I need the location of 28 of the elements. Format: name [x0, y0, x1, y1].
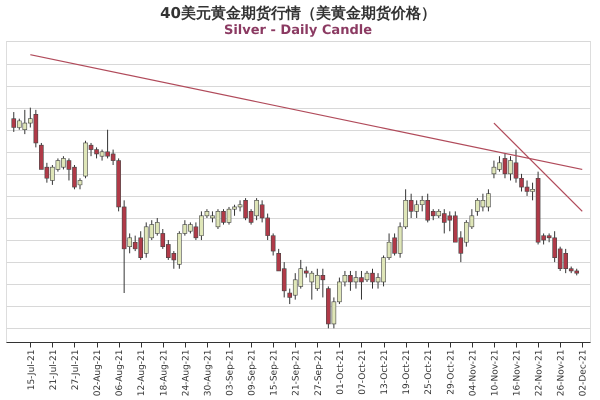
x-tick-label: 15-Jul-21: [26, 350, 37, 390]
x-tick-label: 27-Sep-21: [314, 350, 324, 396]
x-tick-label: 27-Jul-21: [70, 350, 81, 390]
chart-subtitle: Silver - Daily Candle: [224, 23, 372, 38]
x-tick-label: 21-Jul-21: [48, 350, 59, 390]
x-tick-label: 09-Sep-21: [248, 350, 258, 396]
x-tick-label: 24-Aug-21: [181, 350, 192, 396]
x-tick-label: 06-Aug-21: [115, 350, 126, 396]
x-tick-label: 26-Nov-21: [556, 350, 567, 396]
x-tick-label: 02-Dec-21: [578, 350, 589, 396]
chart-title: 40美元黄金期货行情（美黄金期货价格）: [160, 4, 436, 22]
x-tick-label: 04-Nov-21: [468, 350, 478, 396]
x-tick-label: 21-Sep-21: [292, 350, 302, 396]
x-tick-label: 29-Oct-21: [446, 350, 456, 395]
x-tick-label: 13-Oct-21: [380, 350, 390, 395]
x-tick-label: 19-Oct-21: [402, 350, 412, 395]
x-tick-label: 22-Nov-21: [534, 350, 545, 396]
x-tick-label: 03-Sep-21: [226, 350, 236, 396]
x-tick-label: 25-Oct-21: [424, 350, 434, 395]
x-tick-label: 01-Oct-21: [336, 350, 346, 395]
x-tick-label: 18-Aug-21: [159, 350, 170, 396]
x-tick-label: 16-Nov-21: [512, 350, 523, 396]
x-tick-label: 15-Sep-21: [270, 350, 280, 396]
x-tick-label: 07-Oct-21: [358, 350, 368, 395]
x-tick-label: 02-Aug-21: [93, 350, 104, 396]
x-tick-label: 30-Aug-21: [203, 350, 214, 396]
x-tick-label: 10-Nov-21: [490, 350, 500, 396]
x-tick-label: 12-Aug-21: [137, 350, 148, 396]
